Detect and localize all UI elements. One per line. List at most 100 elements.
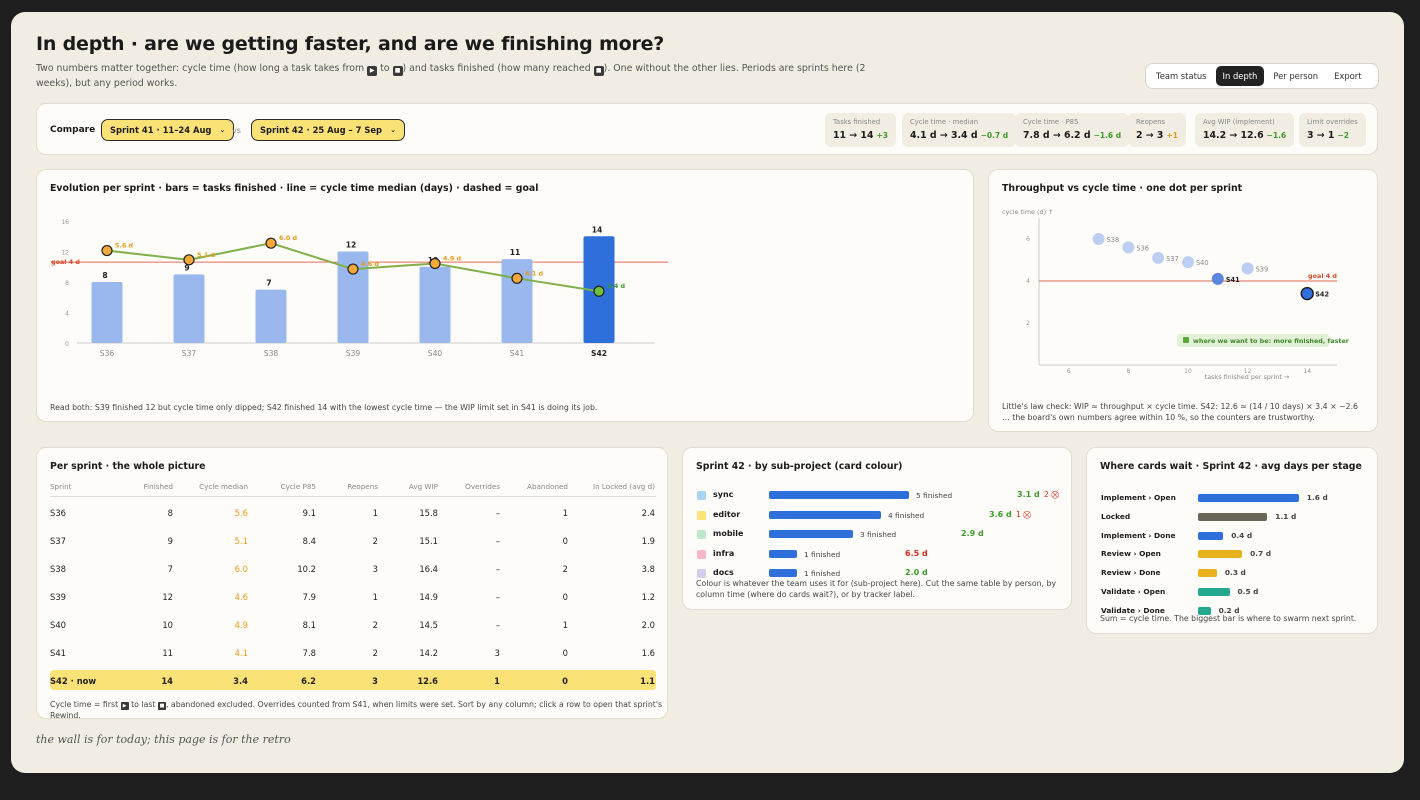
sprint-select-left[interactable]: Sprint 41 · 11–24 Aug ⌄ [101, 119, 235, 141]
subproject-finished: 5 finished [916, 491, 953, 500]
table-header[interactable]: Sprint [50, 482, 72, 491]
table-row[interactable] [50, 670, 656, 690]
goal-label: goal 4 d [1308, 272, 1337, 280]
y-tick-label: 16 [61, 219, 69, 226]
table-header[interactable]: Avg WIP [408, 482, 438, 491]
table-cell: 1 [562, 508, 568, 518]
table-cell: – [495, 508, 500, 518]
sprint-table-note-part-2: to last [131, 700, 156, 709]
subtitle-part-3: ) and tasks finished (how many reached [402, 63, 591, 74]
subproject-swatch [697, 510, 706, 520]
table-cell: 1.9 [641, 536, 655, 546]
table-header[interactable]: Reopens [347, 482, 378, 491]
table-cell: 1 [372, 508, 378, 518]
sprint-select-right[interactable]: Sprint 42 · 25 Aug – 7 Sep ⌄ [251, 119, 405, 141]
scatter-point [1300, 286, 1314, 301]
stage-name: Review › Open [1101, 549, 1161, 559]
line-point [511, 272, 523, 284]
stat-label: Tasks finished [833, 118, 881, 126]
table-header[interactable]: Abandoned [527, 482, 568, 491]
table-cell: 14 [161, 676, 173, 686]
stage-bar [1198, 531, 1224, 540]
x-tick-label: 8 [1126, 368, 1130, 375]
table-cell: 8.4 [302, 536, 316, 546]
table-header[interactable]: Cycle median [199, 482, 248, 491]
stage-value: 0.2 d [1218, 605, 1240, 615]
sprint-table-note: Cycle time = first ▶ to last ■, abandone… [50, 699, 667, 721]
y-tick-label: 4 [65, 311, 69, 318]
y-tick-label: 2 [1026, 320, 1030, 327]
view-tabs: Team status In depth Per person Export [1145, 63, 1379, 89]
y-tick-label: 6 [1026, 236, 1030, 243]
table-header[interactable]: Finished [143, 482, 173, 491]
evolution-title: Evolution per sprint · bars = tasks fini… [50, 183, 539, 194]
tab-export[interactable]: Export [1334, 71, 1362, 81]
table-cell: 12.6 [417, 676, 438, 686]
table-cell: 3 [372, 676, 378, 686]
scatter-point-label: S42 [1315, 291, 1329, 299]
table-cell: 1 [494, 676, 500, 686]
tab-in-depth[interactable]: In depth [1215, 66, 1265, 86]
table-cell: 8.1 [302, 620, 316, 630]
subproject-swatch [697, 530, 706, 540]
line-point [101, 244, 113, 257]
scatter-point-label: S36 [1136, 244, 1149, 252]
stage-value: 0.3 d [1224, 568, 1246, 578]
x-axis-label: tasks finished per sprint → [1205, 373, 1290, 381]
line-point [265, 237, 277, 249]
subproject-bar [769, 510, 881, 519]
table-cell: 0 [562, 536, 568, 546]
subproject-finished: 3 finished [860, 530, 897, 540]
y-tick-label: 12 [61, 250, 69, 257]
subproject-name: docs [713, 568, 734, 578]
bar-value-label: 7 [266, 279, 271, 288]
tab-per-person[interactable]: Per person [1273, 71, 1319, 81]
table-cell: 1 [562, 620, 568, 630]
check-icon [1183, 337, 1189, 343]
subproject-finished: 1 finished [804, 549, 841, 559]
stat-delta: +1 [1166, 131, 1178, 140]
subproject-bar [769, 491, 909, 499]
stage-value: 1.6 d [1306, 493, 1328, 502]
vs-label: vs [232, 126, 241, 135]
table-cell: – [495, 564, 500, 574]
subproject-note: Colour is whatever the team uses it for … [696, 579, 1057, 599]
table-cell: S42 · now [50, 676, 97, 686]
stat-delta: +3 [876, 131, 888, 140]
stage-bar [1198, 606, 1211, 615]
table-header[interactable]: Overrides [465, 482, 500, 491]
line-point-label: 4.1 d [525, 269, 544, 277]
stop-icon: ■ [157, 702, 166, 710]
subproject-cycle: 6.5 d [905, 548, 928, 558]
table-cell: 1 [372, 592, 378, 602]
stat-delta: −1.6 [1266, 131, 1287, 140]
table-cell: S36 [50, 508, 66, 518]
stage-name: Validate › Done [1101, 605, 1165, 615]
line-point-label: 6.0 d [279, 234, 298, 242]
stage-name: Implement › Open [1101, 493, 1176, 502]
line-point [429, 257, 441, 270]
table-cell: 4.9 [234, 620, 248, 630]
line-point-label: 5.1 d [197, 251, 216, 259]
callout-bg [1177, 334, 1329, 347]
subproject-title: Sprint 42 · by sub-project (card colour) [696, 461, 903, 472]
table-cell: 5.6 [234, 508, 248, 518]
tab-team-status[interactable]: Team status [1156, 71, 1207, 81]
table-cell: 1.1 [640, 676, 655, 686]
sprint-select-left-value: Sprint 41 · 11–24 Aug [110, 125, 212, 135]
table-cell: 2 [372, 620, 378, 630]
table-cell: 1.6 [641, 648, 655, 658]
table-cell: S41 [50, 648, 66, 658]
stage-bar [1198, 588, 1230, 596]
table-header[interactable]: Cycle P85 [280, 482, 316, 491]
line-point [183, 254, 195, 266]
y-tick-label: 8 [65, 280, 69, 287]
table-cell: 9.1 [302, 508, 316, 518]
table-cell: 3.8 [641, 564, 655, 574]
page-title: In depth · are we getting faster, and ar… [36, 33, 665, 55]
table-header[interactable]: In Locked (avg d) [592, 482, 655, 491]
stat-card: Cycle time · P85 7.8 d → 6.2 d −1.6 d [1015, 113, 1130, 147]
stat-value: 2 → 3 +1 [1136, 130, 1178, 141]
stages-title: Where cards wait · Sprint 42 · avg days … [1100, 461, 1362, 472]
play-icon: ▶ [367, 66, 378, 76]
